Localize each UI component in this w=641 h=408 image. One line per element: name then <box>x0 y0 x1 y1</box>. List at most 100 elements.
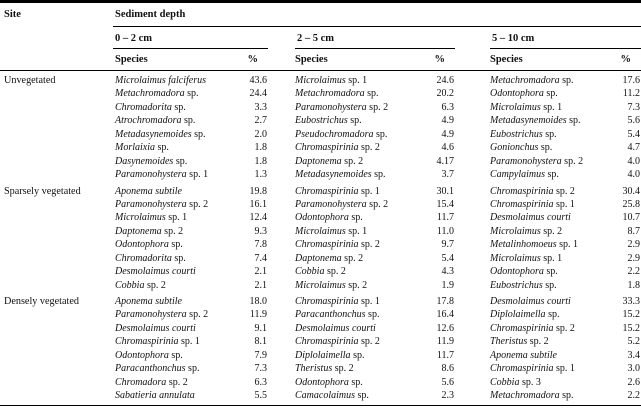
percent-value: 2.0 <box>254 128 268 140</box>
species-qualifier: sp. 2 <box>348 279 368 291</box>
site-spacer <box>0 211 113 224</box>
percent-value: 4.0 <box>627 155 641 167</box>
percent-value: 30.4 <box>622 185 641 197</box>
species-qualifier: sp. 2 <box>543 225 563 237</box>
percent-value: 43.6 <box>249 75 268 86</box>
site-label: Sparsely vegetated <box>4 185 81 197</box>
species-genus: Eubostrichus <box>490 128 543 140</box>
species-name: Microlaimus sp. 2 <box>268 279 410 292</box>
species-name: Metachromadora sp. <box>455 74 602 87</box>
site-spacer <box>0 389 113 402</box>
table-row: Desmolaimus courti 2.1 Cobbia sp. 2 4.3 Odo… <box>0 265 641 278</box>
species-name: Metadasynemoides sp. <box>268 168 410 181</box>
species-genus: Chromaspirinia <box>490 185 554 197</box>
species-qualifier: sp. 1 <box>168 212 188 224</box>
species-genus: Paramonohystera <box>115 169 187 181</box>
table-row: Daptonema sp. 2 9.3 Microlaimus sp. 1 11.0 M… <box>0 225 641 238</box>
species-qualifier: sp. 2 <box>189 198 209 210</box>
table-row: Chromadorita sp. 7.4 Daptonema sp. 2 5.4 Mic… <box>0 252 641 265</box>
percent-value: 2.2 <box>627 390 641 402</box>
species-qualifier: sp. 1 <box>556 363 575 375</box>
species-qualifier: sp. 1 <box>348 75 368 86</box>
species-name: Microlaimus falciferus <box>113 74 230 87</box>
table-row: Paracanthonchus sp. 7.3 Theristus sp. 2 8.6… <box>0 362 641 375</box>
percent-value: 1.8 <box>254 155 268 167</box>
species-qualifier: sp. <box>367 88 379 100</box>
percent-value: 11.0 <box>436 225 454 237</box>
species-column-header: Species <box>295 54 328 65</box>
percent-value: 2.9 <box>627 252 641 264</box>
table-row: Morlaixia sp. 1.8 Chromaspirinia sp. 2 4.6 G… <box>0 141 641 154</box>
percent-value: 9.1 <box>254 322 268 334</box>
species-qualifier: sp. 2 <box>369 101 389 113</box>
site-spacer <box>0 101 113 114</box>
species-qualifier: sp. 1 <box>361 296 380 307</box>
table-row: Dasynemoides sp. 1.8 Daptonema sp. 2 4.17 Pa… <box>0 155 641 168</box>
species-name: Chromaspirinia sp. 2 <box>455 322 602 335</box>
percent-value: 5.4 <box>627 128 641 140</box>
percent-value: 24.6 <box>436 75 455 86</box>
table-row: Metachromadora sp. 24.4 Metachromadora sp.… <box>0 87 641 100</box>
species-name: Chromaspirinia sp. 1 <box>268 295 410 308</box>
species-name: Eubostrichus sp. <box>268 114 410 127</box>
percent-value: 24.4 <box>249 88 268 100</box>
table-section: Densely vegetated Aponema subtile 18.0 Chr… <box>0 295 641 403</box>
species-genus: Chromaspirinia <box>115 336 179 348</box>
species-qualifier: sp. 1 <box>543 252 563 264</box>
table-top-rule <box>0 0 641 3</box>
species-name: Chromaspirinia sp. 2 <box>455 185 602 198</box>
species-qualifier: sp. 1 <box>556 198 575 210</box>
species-name: Microlaimus sp. 2 <box>455 225 602 238</box>
species-name: Diplolaimella sp. <box>268 349 410 362</box>
site-spacer <box>0 349 113 362</box>
species-name: Paramonohystera sp. 2 <box>268 101 410 114</box>
species-qualifier: sp. <box>540 142 553 154</box>
species-qualifier: sp. 2 <box>361 336 380 348</box>
site-spacer <box>0 238 113 251</box>
species-qualifier: sp. <box>548 309 560 321</box>
depth-header-2-5cm: 2 – 5 cm <box>295 27 455 49</box>
species-qualifier: sp. <box>351 212 363 224</box>
species-genus: Chromadorita <box>115 101 172 113</box>
percent-value: 9.3 <box>254 225 268 237</box>
species-qualifier: sp. <box>546 266 558 278</box>
species-qualifier: sp. 1 <box>189 169 209 181</box>
species-genus: Microlaimus <box>295 75 346 86</box>
species-genus: Chromaspirinia <box>490 198 554 210</box>
table-row: Metadasynemoides sp. 2.0 Pseudochromadora … <box>0 128 641 141</box>
sediment-depth-header: Sediment depth <box>113 3 641 27</box>
species-qualifier: sp. <box>174 252 186 264</box>
site-label: Unvegetated <box>4 75 56 86</box>
species-qualifier: sp. <box>350 115 362 127</box>
species-qualifier: sp. <box>174 101 186 113</box>
species-genus: Chromaspirinia <box>295 185 359 197</box>
percent-value: 5.6 <box>441 376 455 388</box>
species-genus: Chromaspirinia <box>295 239 359 251</box>
table-row: Odontophora sp. 7.9 Diplolaimella sp. 11.7 A… <box>0 349 641 362</box>
site-spacer <box>0 265 113 278</box>
species-qualifier: sp. <box>374 169 386 181</box>
species-qualifier: sp. <box>188 363 200 375</box>
table-row: Paramonohystera sp. 1 1.3 Metadasynemoides… <box>0 168 641 181</box>
species-genus: Odontophora <box>490 88 544 100</box>
percent-value: 2.3 <box>441 390 455 402</box>
depth-header-5-10cm: 5 – 10 cm <box>490 27 641 49</box>
species-qualifier: sp. <box>351 376 363 388</box>
species-genus: Microlaimus <box>295 279 346 291</box>
percent-value: 4.7 <box>627 142 641 154</box>
species-genus: Metachromadora <box>115 88 185 100</box>
species-qualifier: sp. <box>562 75 574 86</box>
species-column-header: Species <box>115 54 148 65</box>
species-genus: Daptonema <box>295 155 342 167</box>
site-spacer <box>0 198 113 211</box>
spacer <box>0 49 113 70</box>
percent-value: 11.9 <box>249 309 267 321</box>
species-genus: Microlaimus <box>490 225 541 237</box>
percent-value: 11.2 <box>622 88 640 100</box>
species-name: Cobbia sp. 3 <box>455 376 602 389</box>
species-qualifier: sp. <box>357 390 369 402</box>
species-name: Odontophora sp. <box>455 265 602 278</box>
percent-value: 19.8 <box>249 185 268 197</box>
species-qualifier: sp. <box>157 142 169 154</box>
table-row: Sparsely vegetated Aponema subtile 19.8 Ch… <box>0 185 641 198</box>
